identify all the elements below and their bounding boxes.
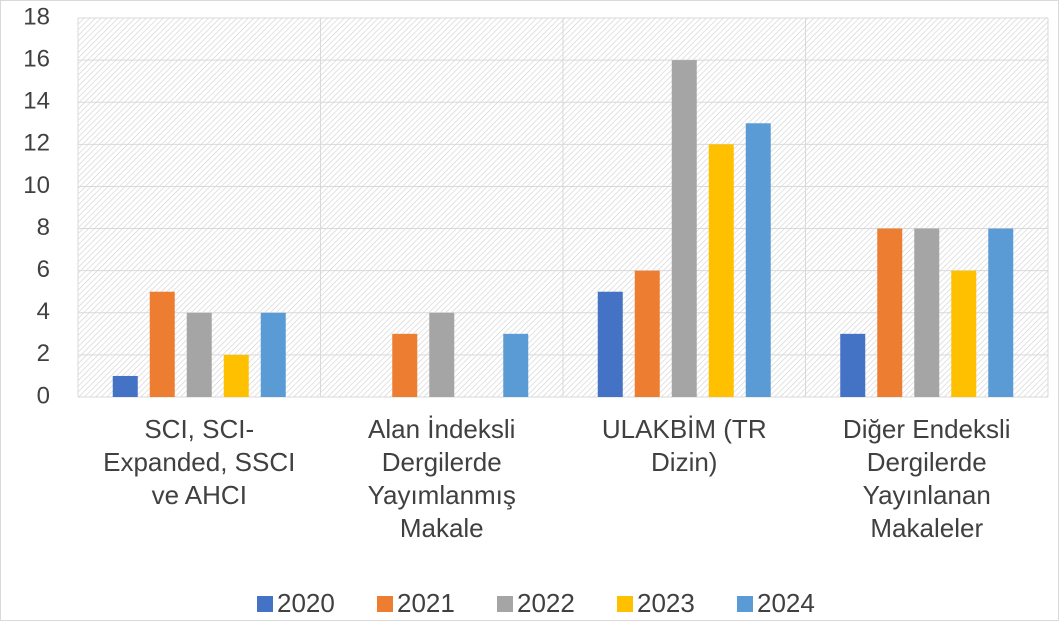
legend-swatch xyxy=(737,596,753,612)
legend-label: 2020 xyxy=(277,588,335,618)
x-tick-label: Alan İndeksli Dergilerde Yayımlanmış Mak… xyxy=(367,414,516,543)
bar xyxy=(260,312,286,397)
bar xyxy=(671,60,697,397)
y-tick-label: 2 xyxy=(37,340,50,367)
bar xyxy=(149,291,175,397)
bar xyxy=(951,270,977,397)
y-tick-label: 18 xyxy=(23,3,50,30)
bar xyxy=(186,312,212,397)
legend-swatch xyxy=(617,596,633,612)
y-tick-label: 14 xyxy=(23,88,50,115)
x-tick-label: ULAKBİM (TR Dizin) xyxy=(601,414,767,477)
bar xyxy=(708,144,734,397)
bar xyxy=(988,228,1014,397)
y-tick-label: 6 xyxy=(37,256,50,283)
legend-label: 2024 xyxy=(757,588,815,618)
bar xyxy=(223,354,249,397)
x-tick-label: Diğer Endeksli Dergilerde Yayınlanan Mak… xyxy=(842,414,1011,543)
legend-label: 2022 xyxy=(517,588,575,618)
legend-label: 2023 xyxy=(637,588,695,618)
legend-swatch xyxy=(377,596,393,612)
y-tick-label: 12 xyxy=(23,130,50,157)
y-tick-label: 8 xyxy=(37,214,50,241)
legend-label: 2021 xyxy=(397,588,455,618)
bar xyxy=(112,375,138,397)
y-tick-label: 4 xyxy=(37,298,50,325)
bar xyxy=(914,228,940,397)
bar xyxy=(745,123,771,398)
bar xyxy=(597,291,623,397)
bar xyxy=(840,333,866,397)
bar xyxy=(877,228,903,397)
x-tick-label: SCI, SCI-Expanded, SSCI ve AHCI xyxy=(103,414,296,510)
bar xyxy=(392,333,418,397)
bar xyxy=(634,270,660,397)
legend-swatch xyxy=(257,596,273,612)
bar xyxy=(503,333,529,397)
y-tick-label: 10 xyxy=(23,172,50,199)
legend-swatch xyxy=(497,596,513,612)
bar xyxy=(429,312,455,397)
y-tick-label: 16 xyxy=(23,45,50,72)
y-tick-label: 0 xyxy=(37,382,50,409)
